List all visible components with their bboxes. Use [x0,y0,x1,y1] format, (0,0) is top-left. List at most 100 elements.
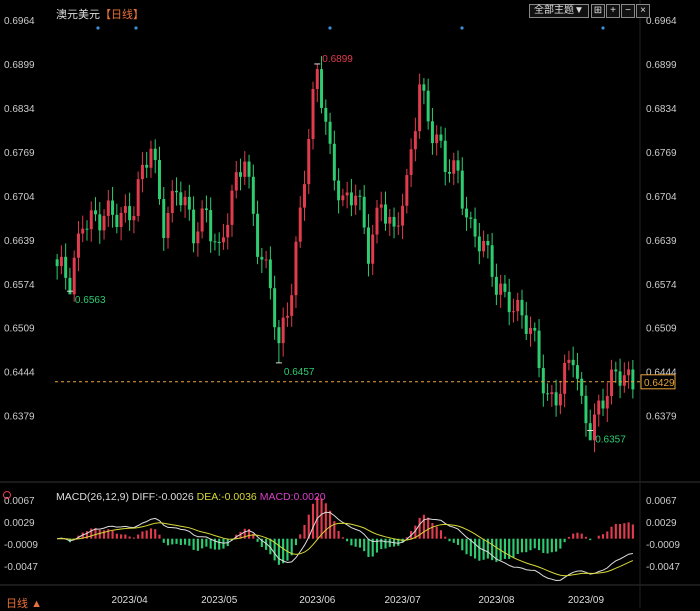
candle-body [285,315,289,318]
footer-period[interactable]: 日线 ▲ [6,595,42,611]
candle-body [94,210,98,215]
candle-body [234,172,238,191]
candle-body [460,170,464,209]
candle-body [298,207,302,242]
candle-body [563,362,567,394]
y-tick-label-right: 0.6899 [646,60,677,71]
candle-body [239,172,243,177]
candle-body [145,164,149,168]
event-marker-dot [601,26,605,30]
candle-body [89,210,93,230]
macd-y-tick-label-right: -0.0009 [646,540,680,551]
minus-icon[interactable]: − [621,4,635,18]
candle-body [507,291,511,313]
candle-body [614,369,618,372]
y-tick-label-left: 0.6899 [4,60,35,71]
macd-macd-value: MACD:0.0020 [259,491,326,503]
candle-body [85,228,89,230]
candle-body [465,208,469,218]
y-tick-label-left: 0.6444 [4,368,35,379]
candles-group [55,56,635,453]
candle-body [529,327,533,334]
candle-body [413,131,417,150]
candle-body [422,84,426,91]
extreme-label: 0.6563 [75,295,106,306]
macd-y-tick-label-left: 0.0029 [4,518,35,529]
event-marker-dot [134,26,138,30]
add-icon[interactable]: + [606,4,620,18]
candle-body [371,234,375,264]
candle-body [320,69,324,108]
candle-body [622,375,626,386]
macd-dea-value: DEA:-0.0036 [196,491,257,503]
candle-body [115,214,119,228]
candle-body [469,217,473,219]
candle-body [170,190,174,214]
candle-body [123,206,127,213]
candle-body [55,259,59,267]
y-tick-label-left: 0.6639 [4,236,35,247]
candle-body [375,207,379,235]
candle-body [486,240,490,246]
candle-body [618,371,622,386]
candle-body [550,392,554,395]
candle-body [366,227,370,264]
candle-body [277,327,281,344]
macd-y-tick-label-right: 0.0029 [646,518,677,529]
candle-body [511,311,515,313]
candle-body [533,327,537,331]
grid-icon[interactable]: ⊞ [591,4,605,18]
candle-body [631,369,635,390]
candle-body [447,171,451,174]
candle-body [311,89,315,140]
candle-body [187,196,191,210]
candle-body [260,256,264,260]
candle-body [302,184,306,208]
x-tick-label: 2023/08 [478,595,515,606]
candle-body [379,204,383,208]
macd-y-tick-label-right: -0.0047 [646,562,680,573]
period-label[interactable]: 【日线】 [100,9,144,21]
macd-settings-icon[interactable] [3,491,11,499]
candle-body [354,195,358,206]
candle-body [349,192,353,206]
y-tick-label-right: 0.6769 [646,148,677,159]
candle-body [456,160,460,171]
candle-body [435,134,439,144]
candle-body [209,210,213,242]
candle-body [328,121,332,144]
candle-body [111,200,115,215]
candle-body [405,175,409,206]
candle-body [524,315,528,334]
x-tick-label: 2023/07 [384,595,421,606]
extreme-label: 0.6899 [322,54,353,65]
y-tick-label-right: 0.6834 [646,104,677,115]
chart-title: 澳元美元【日线】 [56,6,144,22]
candle-body [226,224,230,238]
close-icon[interactable]: × [636,4,650,18]
main-indicator-dropdown[interactable]: 全部主题▼ [529,4,589,18]
candle-body [102,215,106,231]
candle-body [213,241,217,243]
candle-body [401,205,405,226]
candle-body [76,233,80,258]
y-tick-label-left: 0.6574 [4,280,35,291]
candle-body [554,392,558,406]
footer-period-arrow: ▲ [31,598,42,610]
candle-body [610,369,614,397]
candle-body [59,256,63,267]
candle-body [605,396,609,409]
x-tick-label: 2023/04 [112,595,149,606]
event-marker-dot [96,26,100,30]
y-tick-label-right: 0.6574 [646,280,677,291]
candle-body [98,214,102,231]
candle-body [592,414,596,441]
candle-body [251,176,255,214]
macd-y-tick-label-left: 0.0067 [4,496,35,507]
candle-body [473,218,477,237]
extreme-label: 0.6357 [595,435,626,446]
macd-y-tick-label-left: -0.0009 [4,540,38,551]
y-tick-label-right: 0.6964 [646,16,677,27]
candle-body [627,369,631,376]
